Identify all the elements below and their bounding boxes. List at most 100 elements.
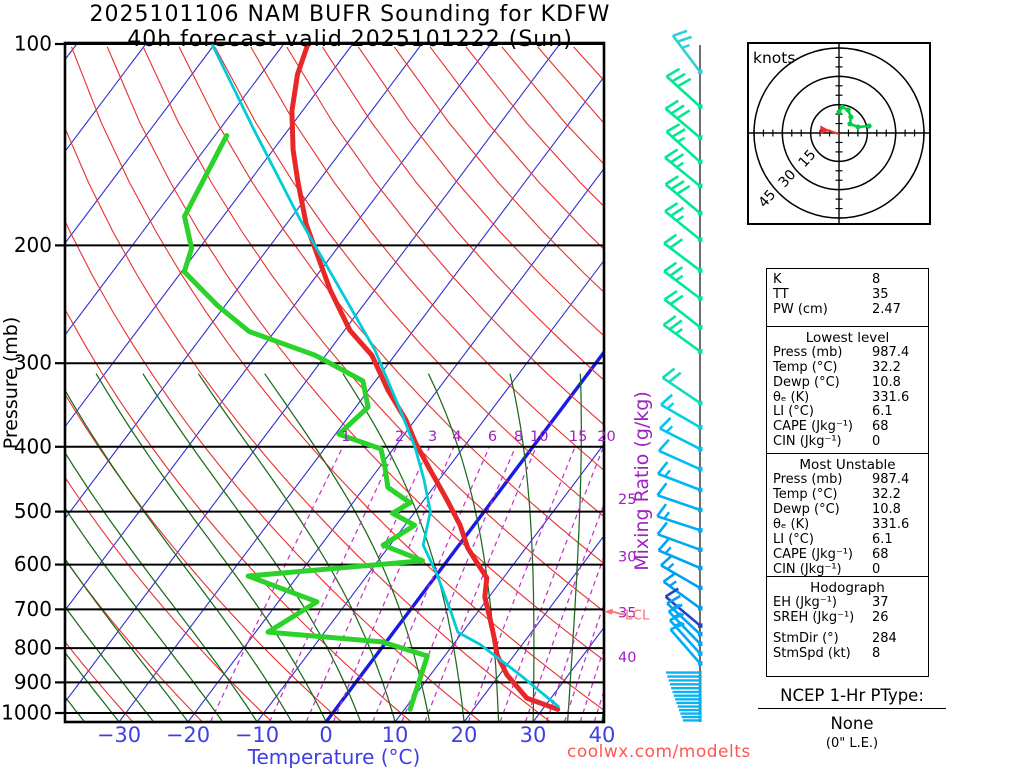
stat-row: Press (mb) 987.4 [767, 344, 928, 361]
stats-panel: K 8 TT 35 PW (cm) 2.47 Lowest level Press (mb… [766, 268, 929, 677]
barb-feather-full [664, 175, 679, 186]
barb-staff [664, 107, 701, 139]
chart-title-line2: 40h forecast valid 2025101222 (Sun) [127, 27, 573, 52]
barb-feather-full [668, 371, 682, 384]
hodograph-ring [753, 47, 925, 219]
temperature-tick-label: 10 [382, 723, 409, 747]
barb-feather-half [664, 469, 671, 478]
moist-adiabat-line [65, 506, 224, 722]
barb-feather-half [674, 621, 683, 627]
barb-feather-full [656, 521, 668, 536]
wind-barb [664, 175, 703, 216]
stats-indices-box: K 8 TT 35 PW (cm) 2.47 [766, 268, 929, 328]
barb-station-marker [698, 585, 703, 591]
stat-value: 987.4 [872, 344, 910, 360]
barb-feather-full [677, 77, 692, 88]
stat-row: EH (Jkg⁻¹) 37 [767, 594, 928, 611]
moist-adiabat-line [65, 605, 155, 722]
lcl-marker: LCL [604, 608, 650, 624]
stat-row: Dewp (°C) 10.8 [767, 502, 928, 518]
mixing-ratio-line [209, 447, 344, 722]
isotherm-line [65, 43, 216, 245]
barb-station-marker [698, 565, 703, 571]
isotherm-line [65, 43, 423, 520]
mixing-ratio-value-label: 1 [341, 429, 350, 445]
barb-station-marker [698, 708, 702, 712]
stat-row: Temp (°C) 32.2 [767, 360, 928, 376]
stat-row: CIN (Jkg⁻¹) 0 [767, 562, 928, 578]
ptype-value: None [830, 714, 874, 733]
barb-station-marker [698, 527, 703, 533]
mixing-ratio-value-label: 4 [452, 429, 461, 445]
stat-value: 10.8 [872, 502, 901, 518]
hodograph-trace-point [839, 104, 845, 110]
barb-feather-full [663, 261, 678, 273]
stat-row: StmSpd (kt) 8 [767, 646, 928, 662]
barb-feather-full [672, 29, 688, 37]
dry-adiabat-line [70, 46, 604, 711]
barb-feather-half [673, 612, 682, 618]
temperature-tick-label: −30 [97, 723, 141, 747]
barb-feather-full [666, 594, 681, 605]
stat-row: CAPE (Jkg⁻¹) 68 [767, 546, 928, 563]
barb-feather-full [669, 238, 684, 249]
stat-label: θₑ (K) [773, 516, 810, 532]
barb-feather-full [656, 461, 669, 475]
barb-station-marker [698, 400, 703, 406]
stat-value: 8 [872, 272, 881, 288]
stat-row: Temp (°C) 32.2 [767, 487, 928, 503]
barb-feather-full [663, 289, 678, 301]
moist-adiabat-line [142, 373, 362, 722]
dry-adiabat-line [250, 46, 604, 472]
barb-feather-full [656, 482, 668, 496]
barb-station-marker [698, 623, 703, 628]
wind-barb [661, 367, 703, 406]
hodograph-trace-point [836, 109, 842, 115]
barb-station-marker [698, 678, 702, 683]
barb-feather-half [675, 328, 683, 335]
isotherm-line [65, 43, 561, 703]
barb-staff [660, 403, 701, 429]
stat-label: Dewp (°C) [773, 502, 840, 518]
dry-adiabat-line [142, 46, 604, 613]
barb-station-marker [698, 697, 702, 701]
barb-feather-full [661, 367, 676, 379]
barb-station-marker [698, 711, 702, 716]
barb-feather-full [669, 612, 685, 622]
stat-row: LI (°C) 6.1 [767, 405, 928, 420]
ptype-title: NCEP 1-Hr PType: [758, 686, 946, 709]
stat-label: CAPE (Jkg⁻¹) [773, 546, 853, 562]
stat-label: CIN (Jkg⁻¹) [773, 434, 842, 450]
lcl-arrow-icon [611, 610, 625, 616]
barb-station-marker [698, 296, 703, 301]
stats-most-unstable-title: Most Unstable [799, 457, 896, 474]
dry-adiabat-line [465, 46, 604, 208]
barb-station-marker [698, 210, 703, 216]
wind-barb [657, 538, 703, 571]
stat-label: CAPE (Jkg⁻¹) [773, 419, 853, 435]
mixing-ratio-line [524, 502, 604, 722]
mixing-ratio-value-label: 15 [569, 429, 587, 445]
barb-feather-full [660, 554, 674, 567]
barb-staff [659, 427, 701, 451]
stat-value: 37 [872, 594, 889, 610]
moist-adiabat-line [427, 373, 500, 722]
barb-station-marker [698, 631, 703, 637]
sounding-profiles [181, 43, 561, 712]
barb-station-marker [698, 425, 703, 430]
stat-label: Press (mb) [773, 344, 843, 360]
stat-row: CIN (Jkg⁻¹) 0 [767, 434, 928, 450]
barb-station-marker [698, 690, 702, 694]
lcl-arrow-icon [604, 608, 613, 615]
hodograph-trace-point [866, 123, 872, 129]
chart-title: 2025101106 NAM BUFR Sounding for KDFW 40… [40, 2, 660, 52]
stats-lowest-level-box: Lowest level Press (mb) 987.4 Temp (°C) 32.… [766, 325, 929, 455]
stats-hodograph-title: Hodograph [810, 579, 885, 596]
barb-staff [658, 549, 701, 570]
stat-value: 331.6 [872, 516, 910, 532]
plot-border [63, 41, 606, 724]
barb-feather-full [670, 180, 685, 191]
wind-barb [663, 261, 703, 301]
pressure-tick-label: 800 [14, 636, 52, 660]
barb-station-marker [698, 487, 703, 493]
